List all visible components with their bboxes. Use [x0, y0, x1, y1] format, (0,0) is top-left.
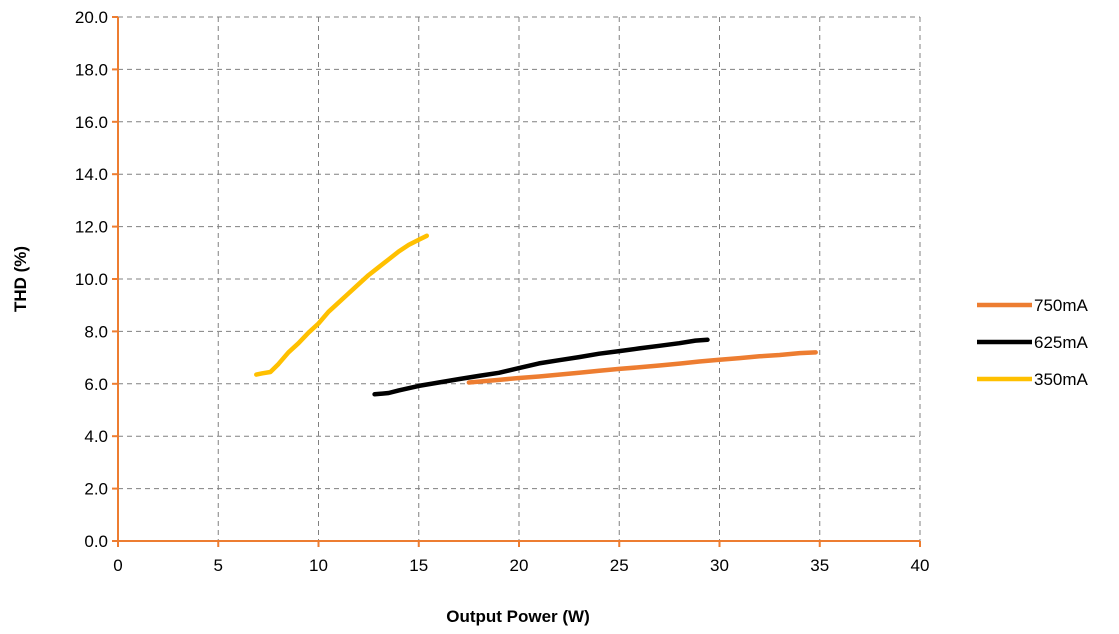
axes — [112, 16, 921, 547]
y-tick-label: 6.0 — [84, 375, 108, 394]
legend: 750mA 625mA 350mA — [977, 296, 1089, 389]
series-lines — [254, 233, 818, 397]
y-tick-label: 0.0 — [84, 532, 108, 551]
legend-label-625mA: 625mA — [1034, 333, 1089, 352]
y-axis-title: THD (%) — [11, 246, 30, 312]
x-tick-label: 0 — [113, 556, 122, 575]
y-tick-label: 16.0 — [75, 113, 108, 132]
y-tick-label: 2.0 — [84, 480, 108, 499]
y-tick-label: 20.0 — [75, 8, 108, 27]
x-tick-label: 25 — [610, 556, 629, 575]
x-tick-label: 30 — [710, 556, 729, 575]
series-line-750mA — [466, 350, 818, 385]
x-tick-label: 20 — [510, 556, 529, 575]
x-tick-label: 40 — [911, 556, 930, 575]
y-tick-label: 12.0 — [75, 218, 108, 237]
y-tick-label: 18.0 — [75, 60, 108, 79]
y-tick-label: 10.0 — [75, 270, 108, 289]
tick-labels: 0.0 2.0 4.0 6.0 8.0 10.0 12.0 14.0 16.0 18.0 20.0 0… — [75, 8, 930, 575]
grid — [118, 16, 921, 541]
x-tick-label: 5 — [214, 556, 223, 575]
series-line-625mA — [372, 337, 710, 397]
y-tick-label: 14.0 — [75, 165, 108, 184]
y-tick-label: 8.0 — [84, 322, 108, 341]
legend-label-750mA: 750mA — [1034, 296, 1089, 315]
y-tick-label: 4.0 — [84, 427, 108, 446]
x-tick-label: 15 — [409, 556, 428, 575]
x-axis-title: Output Power (W) — [446, 607, 590, 626]
series-line-350mA — [254, 233, 430, 377]
x-tick-label: 10 — [309, 556, 328, 575]
legend-label-350mA: 350mA — [1034, 370, 1089, 389]
x-tick-label: 35 — [810, 556, 829, 575]
